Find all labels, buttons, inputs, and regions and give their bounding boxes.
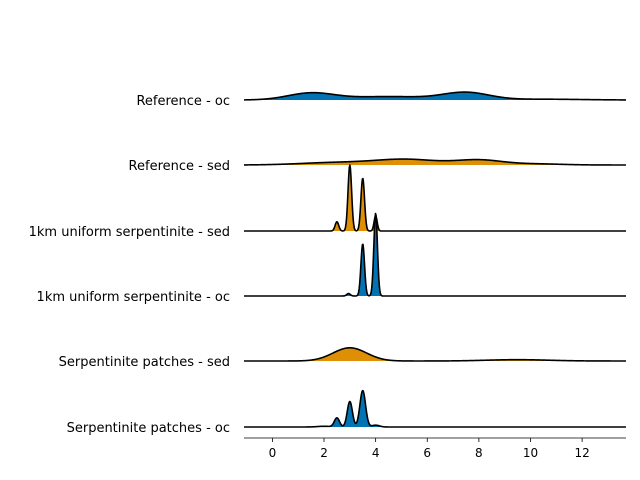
ridge-series: 1km uniform serpentinite - oc <box>37 212 627 305</box>
ridge-outline <box>243 158 627 166</box>
x-tick-label: 8 <box>475 446 483 460</box>
ridge-outline <box>243 164 627 232</box>
ridge-label: Serpentinite patches - sed <box>59 355 230 370</box>
ridges: Reference - oc Reference - sed 1km uniform… <box>29 91 627 436</box>
x-axis: 0 2 4 6 8 10 12 <box>244 437 626 460</box>
x-ticks: 0 2 4 6 8 10 12 <box>269 438 590 460</box>
ridge-series: Serpentinite patches - oc <box>67 389 627 436</box>
x-tick-label: 0 <box>269 446 277 460</box>
x-tick-label: 2 <box>320 446 328 460</box>
ridge-label: Reference - sed <box>129 159 230 174</box>
ridge-area <box>244 213 626 296</box>
ridge-series: Reference - sed <box>129 158 627 174</box>
x-tick-label: 12 <box>574 446 589 460</box>
ridge-area <box>244 165 626 231</box>
ridge-series: Serpentinite patches - sed <box>59 347 627 370</box>
ridge-area <box>244 390 626 427</box>
x-tick-label: 4 <box>372 446 380 460</box>
ridge-series: Reference - oc <box>136 91 627 109</box>
ridge-area <box>244 347 626 361</box>
x-tick-label: 10 <box>523 446 538 460</box>
ridge-label: 1km uniform serpentinite - oc <box>37 290 230 305</box>
ridge-label: Reference - oc <box>136 94 230 109</box>
x-tick-label: 6 <box>423 446 431 460</box>
ridge-outline <box>243 389 627 428</box>
ridge-label: 1km uniform serpentinite - sed <box>29 225 230 240</box>
ridge-label: Serpentinite patches - oc <box>67 421 230 436</box>
ridge-outline <box>243 212 627 297</box>
ridge-series: 1km uniform serpentinite - sed <box>29 164 627 240</box>
ridge-outline <box>243 91 627 101</box>
ridge-outline <box>243 347 627 362</box>
